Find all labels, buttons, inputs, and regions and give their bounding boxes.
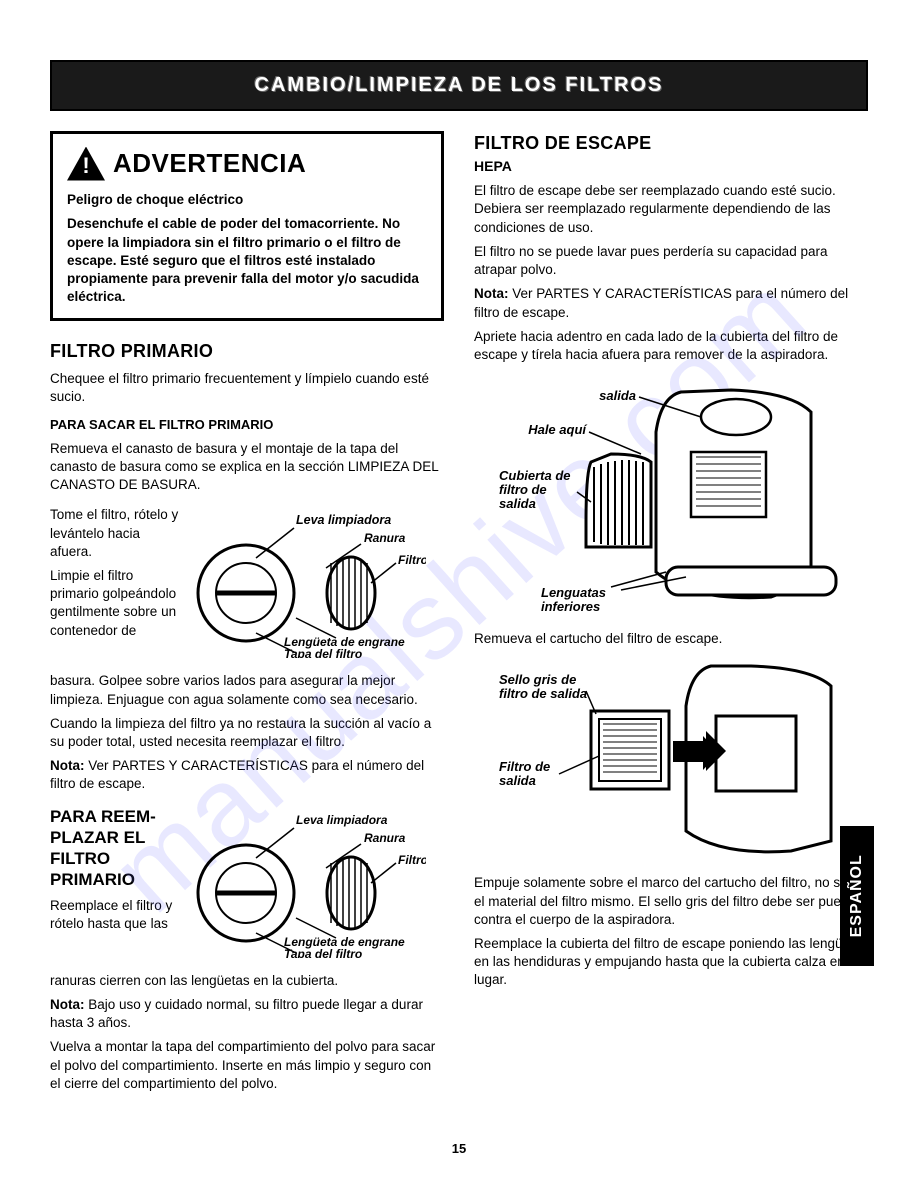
text-slots-close: ranuras cierren con las lengüetas en la …: [50, 972, 444, 990]
svg-text:Filtro: Filtro: [398, 553, 426, 567]
language-tab-espanol: ESPAÑOL: [840, 826, 874, 966]
svg-text:filtro de: filtro de: [499, 482, 547, 497]
escape-cartridge-diagram: Sello gris de filtro de salida Filtro de…: [474, 656, 868, 866]
note-lifespan: Nota: Bajo uso y cuidado normal, su filt…: [50, 996, 444, 1032]
svg-text:Filtro: Filtro: [398, 853, 426, 867]
warning-title: ADVERTENCIA: [113, 146, 306, 181]
language-tab-label: ESPAÑOL: [846, 854, 868, 937]
svg-text:Ranura: Ranura: [364, 831, 406, 845]
note-parts-1: Nota: Ver PARTES Y CARACTERÍSTICAS para …: [50, 757, 444, 793]
figure1-sidetext: Tome el filtro, rótelo y levántelo hacia…: [50, 500, 180, 666]
heading-filtro-primario: FILTRO PRIMARIO: [50, 339, 444, 363]
svg-text:salida: salida: [499, 773, 536, 788]
svg-text:Sello gris de: Sello gris de: [499, 672, 576, 687]
warning-header: ADVERTENCIA: [67, 146, 427, 181]
note-label-2: Nota:: [50, 997, 85, 1012]
figure2-row: PARA REEM-PLAZAR EL FILTRO PRIMARIO Reem…: [50, 800, 444, 966]
note-text-2: Bajo uso y cuidado normal, su filtro pue…: [50, 997, 423, 1030]
section-banner: CAMBIO/LIMPIEZA DE LOS FILTROS: [50, 60, 868, 111]
text-escape-replace: El filtro de escape debe ser reemplazado…: [474, 182, 868, 237]
right-column: FILTRO DE ESCAPE HEPA El filtro de escap…: [474, 131, 868, 1099]
text-clean-filter-b: basura. Golpee sobre varios lados para a…: [50, 672, 444, 708]
text-squeeze-cover: Apriete hacia adentro en cada lado de la…: [474, 328, 868, 364]
svg-text:Cubierta de: Cubierta de: [499, 468, 571, 483]
svg-text:Ranura: Ranura: [364, 531, 406, 545]
text-push-frame: Empuje solamente sobre el marco del cart…: [474, 874, 868, 929]
svg-text:Hale aquí: Hale aquí: [528, 422, 587, 437]
heading-filtro-escape: FILTRO DE ESCAPE: [474, 131, 868, 155]
text-remove-basket: Remueva el canasto de basura y el montaj…: [50, 440, 444, 495]
figure1-row: Tome el filtro, rótelo y levántelo hacia…: [50, 500, 444, 666]
svg-text:filtro de salida: filtro de salida: [499, 686, 587, 701]
text-no-wash: El filtro no se puede lavar pues perderí…: [474, 243, 868, 279]
note-label-3: Nota:: [474, 286, 509, 301]
note-text-1: Ver PARTES Y CARACTERÍSTICAS para el núm…: [50, 758, 424, 791]
text-clean-filter-a: Limpie el filtro primario golpeándolo ge…: [50, 567, 180, 640]
note-label-1: Nota:: [50, 758, 85, 773]
svg-text:Leva limpiadora: Leva limpiadora: [296, 513, 391, 527]
svg-text:Leva limpiadora: Leva limpiadora: [296, 813, 388, 827]
svg-text:salida: salida: [499, 496, 536, 511]
heading-replace-primary: PARA REEM-PLAZAR EL FILTRO PRIMARIO: [50, 806, 180, 891]
text-take-filter: Tome el filtro, rótelo y levántelo hacia…: [50, 506, 180, 561]
text-check-filter: Chequee el filtro primario frecuentement…: [50, 370, 444, 406]
text-replace-rotate: Reemplace el filtro y rótelo hasta que l…: [50, 897, 180, 933]
text-replace-when: Cuando la limpieza del filtro ya no rest…: [50, 715, 444, 751]
note-parts-2: Nota: Ver PARTES Y CARACTERÍSTICAS para …: [474, 285, 868, 321]
subhead-remove-filter: PARA SACAR EL FILTRO PRIMARIO: [50, 416, 444, 434]
text-remove-cartridge: Remueva el cartucho del filtro de escape…: [474, 630, 868, 648]
page-number: 15: [452, 1140, 466, 1158]
warning-box: ADVERTENCIA Peligro de choque eléctrico …: [50, 131, 444, 321]
warning-triangle-icon: [67, 147, 105, 181]
figure2-sidetext: PARA REEM-PLAZAR EL FILTRO PRIMARIO Reem…: [50, 800, 180, 966]
primary-filter-diagram-1: Leva limpiadora Ranura Filtro Lengüeta d…: [186, 508, 444, 658]
warning-subtitle: Peligro de choque eléctrico: [67, 191, 427, 209]
left-column: ADVERTENCIA Peligro de choque eléctrico …: [50, 131, 444, 1099]
svg-text:inferiores: inferiores: [541, 599, 600, 614]
text-replace-cover: Reemplace la cubierta del filtro de esca…: [474, 935, 868, 990]
svg-text:Filtro de: Filtro de: [499, 759, 550, 774]
svg-text:Tapa del filtro: Tapa del filtro: [284, 647, 362, 658]
warning-body: Desenchufe el cable de poder del tomacor…: [67, 215, 427, 306]
note-text-3: Ver PARTES Y CARACTERÍSTICAS para el núm…: [474, 286, 848, 319]
subhead-hepa: HEPA: [474, 157, 868, 176]
svg-text:Lenguatas: Lenguatas: [541, 585, 606, 600]
primary-filter-diagram-2: Leva limpiadora Ranura Filtro Lengüeta d…: [186, 808, 444, 958]
text-reassemble: Vuelva a montar la tapa del compartimien…: [50, 1038, 444, 1093]
escape-cover-diagram: salida Hale aquí Cubierta de filtro de s…: [474, 372, 868, 622]
two-column-layout: ADVERTENCIA Peligro de choque eléctrico …: [50, 131, 868, 1099]
svg-text:salida: salida: [599, 388, 636, 403]
